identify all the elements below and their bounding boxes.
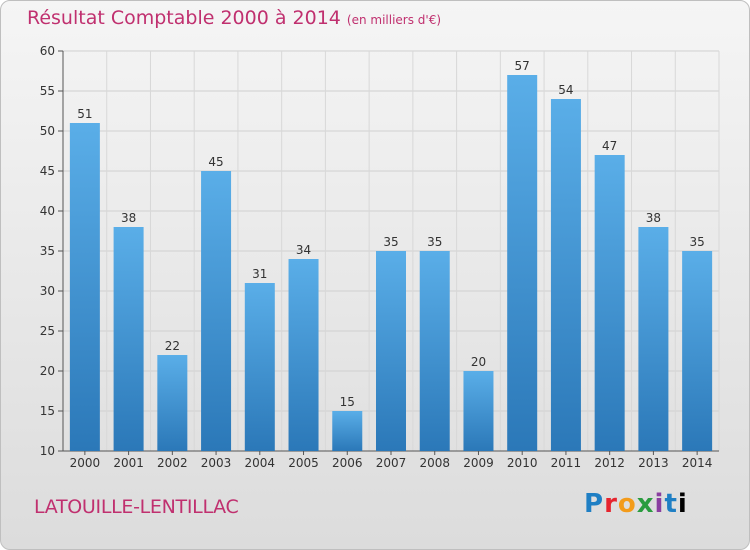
x-tick-label: 2008 xyxy=(419,456,450,470)
x-tick-label: 2012 xyxy=(594,456,625,470)
bar-2011 xyxy=(550,99,581,451)
bar-2003 xyxy=(201,171,232,451)
y-tick-label: 55 xyxy=(40,84,55,98)
y-tick-label: 20 xyxy=(40,364,55,378)
x-tick-label: 2005 xyxy=(288,456,319,470)
x-tick-label: 2000 xyxy=(70,456,101,470)
value-label-2011: 54 xyxy=(558,83,573,97)
bar-2014 xyxy=(682,251,713,451)
bar-2008 xyxy=(419,251,450,451)
value-label-2003: 45 xyxy=(208,155,223,169)
y-tick-label: 25 xyxy=(40,324,55,338)
y-tick-label: 45 xyxy=(40,164,55,178)
proxiti-logo[interactable]: Proxiti xyxy=(584,489,688,519)
bar-2000 xyxy=(69,123,100,451)
x-tick-label: 2003 xyxy=(201,456,232,470)
bar-2012 xyxy=(594,155,625,451)
value-label-2002: 22 xyxy=(165,339,180,353)
bar-2013 xyxy=(638,227,669,451)
bar-2009 xyxy=(463,371,494,451)
x-tick-label: 2002 xyxy=(157,456,188,470)
value-label-2000: 51 xyxy=(77,107,92,121)
y-tick-label: 10 xyxy=(40,444,55,458)
x-tick-label: 2009 xyxy=(463,456,494,470)
bar-2007 xyxy=(376,251,406,451)
value-label-2006: 15 xyxy=(340,395,355,409)
value-label-2010: 57 xyxy=(515,59,530,73)
x-tick-label: 2006 xyxy=(332,456,363,470)
bar-2010 xyxy=(507,75,538,451)
y-tick-labels: 10 15 20 25 30 35 40 45 50 55 60 xyxy=(40,44,55,458)
value-label-2007: 35 xyxy=(383,235,398,249)
y-tick-label: 50 xyxy=(40,124,55,138)
chart-title: Résultat Comptable 2000 à 2014 (en millie… xyxy=(27,7,441,29)
value-label-2014: 35 xyxy=(689,235,704,249)
x-tick-label: 2007 xyxy=(376,456,407,470)
x-tick-label: 2010 xyxy=(507,456,538,470)
value-label-2005: 34 xyxy=(296,243,311,257)
y-tick-label: 30 xyxy=(40,284,55,298)
chart-title-text: Résultat Comptable 2000 à 2014 xyxy=(27,7,341,29)
value-label-2012: 47 xyxy=(602,139,617,153)
value-label-2009: 20 xyxy=(471,355,486,369)
commune-name: LATOUILLE-LENTILLAC xyxy=(34,496,239,518)
y-tick-label: 35 xyxy=(40,244,55,258)
bar-2001 xyxy=(113,227,144,451)
value-label-2001: 38 xyxy=(121,211,136,225)
bar-2004 xyxy=(244,283,275,451)
y-tick-label: 40 xyxy=(40,204,55,218)
x-tick-label: 2004 xyxy=(245,456,276,470)
x-tick-label: 2001 xyxy=(113,456,144,470)
x-tick-label: 2013 xyxy=(638,456,669,470)
y-tick-label: 15 xyxy=(40,404,55,418)
value-labels: 51 38 22 45 31 34 15 35 35 20 57 54 47 38 35 xyxy=(77,59,705,409)
x-tick-label: 2011 xyxy=(551,456,582,470)
bars xyxy=(69,75,713,451)
bar-2006 xyxy=(332,411,363,451)
value-label-2004: 31 xyxy=(252,267,267,281)
chart-unit: (en milliers d'€) xyxy=(346,13,442,27)
y-tick-label: 60 xyxy=(40,44,55,58)
value-label-2008: 35 xyxy=(427,235,442,249)
x-tick-labels: 2000 2001 2002 2003 2004 2005 2006 2007 2008 2009… xyxy=(70,456,713,470)
x-tick-label: 2014 xyxy=(682,456,713,470)
bar-2002 xyxy=(157,355,188,451)
bar-2005 xyxy=(288,259,319,451)
value-label-2013: 38 xyxy=(646,211,661,225)
